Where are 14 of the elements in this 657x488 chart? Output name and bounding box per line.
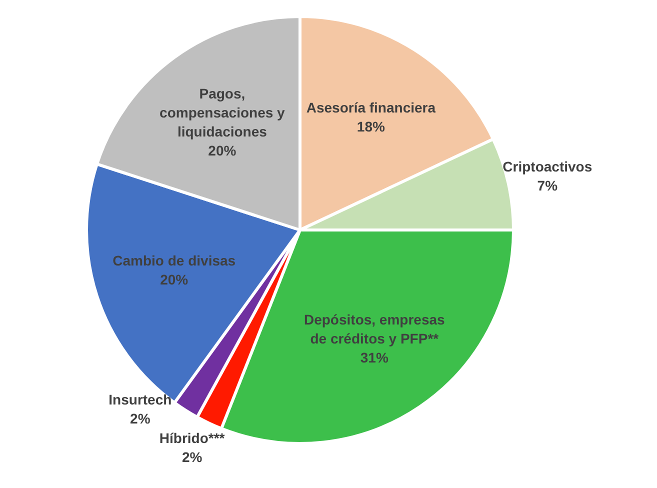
data-label: 20%: [208, 142, 237, 158]
slice-label: Cambio de divisas: [112, 252, 236, 268]
data-label: 7%: [537, 178, 558, 194]
slice-label: Insurtech: [108, 391, 172, 408]
slice-label: Criptoactivos: [502, 158, 592, 175]
data-label: 2%: [130, 410, 151, 426]
data-label: 31%: [360, 349, 389, 366]
slice-label: Híbrido***: [159, 430, 226, 446]
slice-label: Depósitos, empresas de créditos y PFP**: [304, 311, 446, 346]
slice-label: Asesoría financiera: [306, 100, 436, 116]
data-label: 18%: [356, 118, 386, 135]
data-label: 20%: [160, 271, 189, 288]
slice-label: Pagos, compensaciones y liquidaciones: [160, 85, 286, 140]
data-label: 2%: [182, 448, 203, 465]
